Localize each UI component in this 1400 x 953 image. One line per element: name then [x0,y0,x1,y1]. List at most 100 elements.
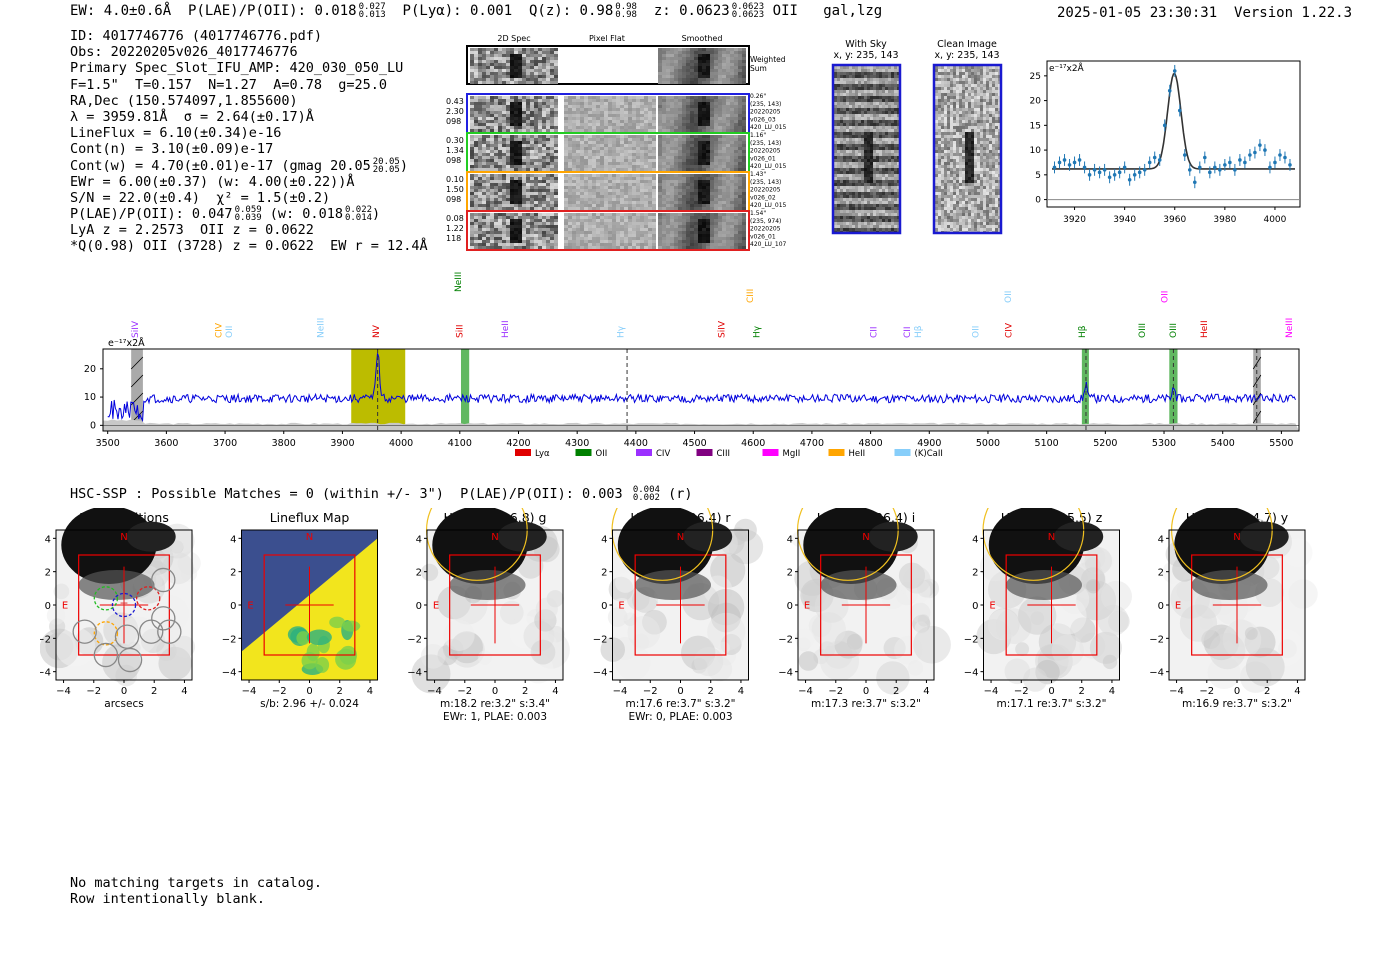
hsc-xtick: 0 [677,686,683,697]
hsc-aperture-box [634,554,727,656]
spectrum-line-label: CII [869,326,879,338]
header-z-line: OII [772,3,798,19]
spectrum-line-label: NeIII [317,318,327,338]
info-fparams: F=1.5" T=0.157 N=1.27 A=0.78 g=25.0 [70,76,387,93]
hsc-ytick: 4 [601,534,607,545]
hsc-ytick: 2 [45,568,51,579]
cutout-row-right: (235, 143) [750,101,781,108]
hsc-xtick: −4 [984,686,999,697]
hsc-ytick: 4 [972,534,978,545]
hsc-north-label: N [306,532,313,543]
spectrum-ytick: 0 [90,420,96,431]
line-fit-point [1062,154,1067,166]
line-fit-point [1122,161,1127,174]
spectrum-legend-item: Lyα [515,449,550,459]
hsc-east-label: E [804,600,810,611]
line-fit-point [1283,151,1287,164]
hsc-ytick: −2 [964,634,979,645]
cutout-row [466,171,750,212]
weighted-sum-row [466,45,750,85]
hsc-ytick: 2 [416,568,422,579]
line-fit-point [1112,168,1117,181]
line-fit-xtick: 4000 [1263,215,1286,225]
footer-line2: Row intentionally blank. [70,890,266,907]
hsc-xtick: 2 [1079,686,1085,697]
line-fit-point [1052,161,1057,174]
line-fit-point [1213,161,1217,174]
spectrum-line-label: OIII [1169,323,1179,338]
line-fit-ytick: 10 [1030,146,1042,156]
line-fit-point [1162,119,1167,132]
spectrum-line-label: NeIII [1285,318,1295,338]
line-fit-point [1288,158,1292,171]
info-lineflux: LineFlux = 6.10(±0.34)e-16 [70,125,282,142]
fiber-circle [93,586,119,611]
info-q: *Q(0.98) OII (3728) z = 0.0622 EW r = 12… [70,238,428,255]
line-fit-point [1203,151,1207,164]
hsc-ytick: −2 [1149,634,1164,645]
hsc-east-label: E [618,600,624,611]
spectrum-line-label: SiIV [131,320,141,338]
spectrum-xtick: 4300 [565,438,589,449]
line-fit-point [1192,176,1197,189]
sky-panel-frame [932,63,1003,235]
cutout-row [466,93,750,134]
header-qz-bounds: 0.98 0.98 [615,2,637,20]
hsc-xtick: 4 [1109,686,1115,697]
header-z: z: 0.0623 [653,3,730,19]
spectrum-line-label: Hβ [914,325,924,338]
line-fit-ytick: 20 [1030,97,1042,107]
hsc-ytick: 2 [787,568,793,579]
line-fit-point [1067,158,1072,171]
hsc-xtick: −2 [86,686,101,697]
spectrum-line-label: OIII [1138,323,1148,338]
line-fit-point [1263,144,1267,157]
hsc-caption: s/b: 2.96 +/- 0.024 [260,698,359,710]
fiber-circle [93,621,119,646]
cutout-row-right: 1.43" [750,171,766,178]
line-fit-model [1052,72,1295,170]
info-lambda: λ = 3959.81Å σ = 2.64(±0.17)Å [70,108,314,125]
spectrum-ytick: 10 [84,392,96,403]
line-fit-point [1228,156,1232,169]
line-fit-point [1278,149,1282,161]
spectrum-line-label: Hγ [753,325,763,338]
hsc-ytick: 4 [45,534,51,545]
hsc-ytick: 0 [1158,601,1164,612]
spectrum-line-band [460,349,470,431]
spectrum-xtick: 5000 [976,438,1000,449]
spectrum-line-label: SiII [456,324,466,338]
hsc-ytick: 4 [230,534,236,545]
spectrum-legend-item: MgII [762,449,800,459]
hsc-xtick: 4 [738,686,744,697]
hsc-xtick: −4 [242,686,257,697]
cutout-grid: 2D Spec Pixel Flat Smoothed Weighted Sum 0.43… [446,34,787,251]
hsc-xtick: −4 [56,686,71,697]
cutout-row-frame [466,210,750,251]
hsc-ytick: −4 [778,668,793,679]
sky-panel-title: Clean Image [937,39,997,50]
cutout-row-right: v026_01 [750,233,776,240]
spectrum-xtick: 5400 [1211,438,1235,449]
spectrum-xtick: 4500 [682,438,706,449]
hsc-ytick: 0 [601,601,607,612]
info-sn: S/N = 22.0(±0.4) χ² = 1.5(±0.2) [70,189,331,206]
hsc-xtick: −4 [613,686,628,697]
cutout-row-left: 1.50 [446,185,464,194]
info-radec: RA,Dec (150.574097,1.855600) [70,92,298,109]
spectrum-line-label: CIV [1004,322,1014,338]
hsc-xtick: 0 [306,686,312,697]
line-fit-point [1167,84,1172,97]
fiber-circle [151,567,176,593]
sky-panel-subtitle: x, y: 235, 143 [833,50,898,61]
info-ewr: EWr = 6.00(±0.37) (w: 4.00(±0.22))Å [70,173,355,190]
spectrum-highlight-region [351,349,406,431]
line-fit-point [1142,163,1147,176]
hsc-xtick: 2 [337,686,343,697]
spectrum-xtick: 3500 [96,438,120,449]
cutout-row [466,132,750,173]
line-fit-point [1248,149,1252,161]
cutout-row-right: v026_03 [750,116,776,123]
hsc-xtick: −2 [457,686,472,697]
